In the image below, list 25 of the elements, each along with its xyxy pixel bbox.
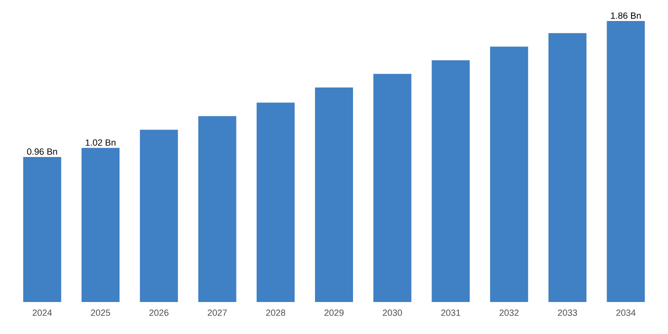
bar [432,60,470,302]
x-tick-label: 2027 [208,310,227,316]
bar [82,148,120,302]
bar [373,74,412,302]
x-tick-label: 2025 [91,310,110,316]
x-tick-label: 2029 [324,310,344,316]
bar [256,102,295,302]
x-tick-label: 2034 [616,310,636,316]
bar [606,21,645,302]
data-label: 1.86 Bn [611,12,641,19]
x-tick-label: 2031 [441,310,460,316]
x-tick-label: 2030 [382,310,402,316]
data-label: 0.96 Bn [27,148,58,155]
bar [140,130,178,302]
x-tick-label: 2033 [558,310,578,316]
bar [23,156,62,302]
x-tick-label: 2026 [149,310,168,316]
bar [315,87,354,302]
bar [198,116,236,302]
data-label: 1.02 Bn [86,139,116,146]
x-tick-label: 2024 [32,310,52,316]
x-tick-label: 2028 [266,310,286,316]
x-tick-label: 2032 [500,310,519,316]
bar [490,46,528,302]
bar [548,33,586,302]
